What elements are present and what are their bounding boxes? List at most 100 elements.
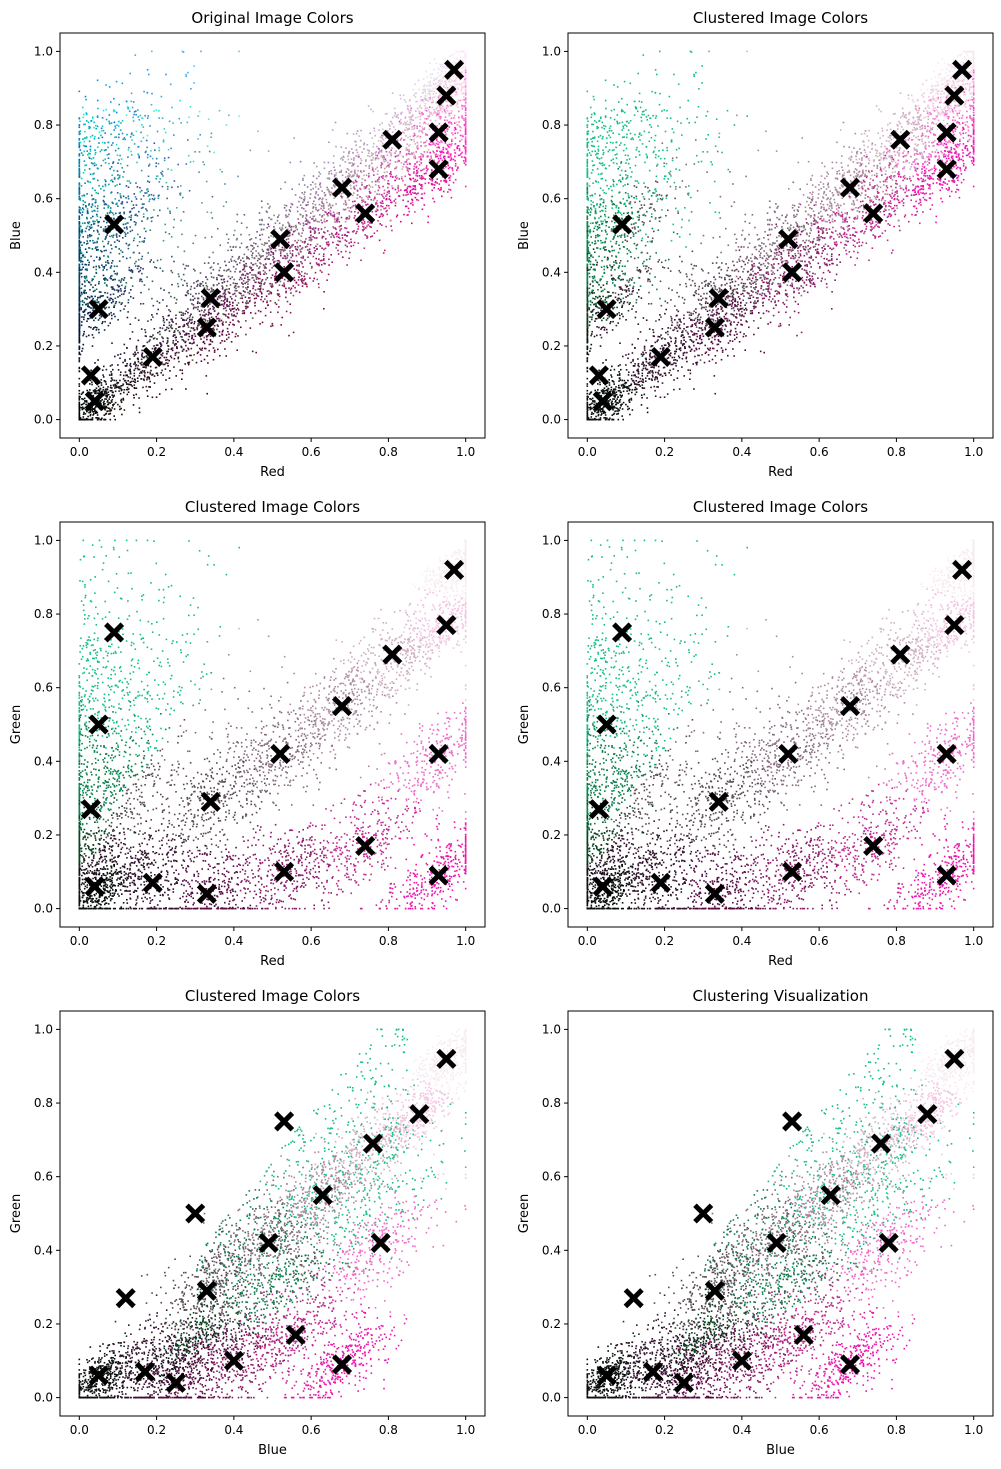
- pixel-point: [306, 285, 308, 288]
- pixel-point: [461, 60, 464, 63]
- pixel-point: [87, 312, 90, 314]
- pixel-point: [369, 225, 371, 228]
- pixel-point: [247, 248, 250, 251]
- pixel-point: [259, 271, 261, 273]
- pixel-point: [187, 338, 190, 341]
- pixel-point: [212, 308, 215, 310]
- pixel-point: [78, 191, 81, 194]
- pixel-point: [84, 289, 86, 292]
- pixel-point: [138, 411, 141, 414]
- pixel-point: [361, 197, 363, 199]
- pixel-point: [328, 191, 331, 194]
- pixel-point: [336, 219, 338, 222]
- pixel-point: [294, 246, 297, 248]
- pixel-point: [127, 383, 129, 385]
- pixel-point: [222, 313, 224, 315]
- pixel-point: [86, 217, 88, 220]
- pixel-point: [379, 123, 381, 126]
- pixel-point: [428, 97, 430, 99]
- pixel-point: [105, 368, 108, 371]
- pixel-point: [341, 157, 343, 159]
- pixel-point: [427, 149, 430, 151]
- pixel-point: [410, 123, 412, 125]
- pixel-point: [374, 210, 377, 213]
- pixel-point: [427, 221, 429, 224]
- pixel-point: [310, 238, 313, 241]
- pixel-point: [80, 152, 83, 154]
- pixel-point: [81, 263, 84, 266]
- pixel-point: [340, 192, 343, 195]
- pixel-point: [307, 256, 309, 259]
- pixel-point: [296, 245, 299, 248]
- pixel-point: [114, 401, 117, 404]
- pixel-point: [242, 269, 244, 271]
- pixel-point: [404, 175, 406, 178]
- pixel-point: [429, 113, 431, 116]
- pixel-point: [107, 157, 110, 159]
- pixel-point: [258, 212, 261, 214]
- pixel-point: [221, 340, 223, 342]
- pixel-point: [421, 129, 424, 131]
- pixel-point: [159, 342, 161, 344]
- pixel-point: [407, 185, 409, 188]
- pixel-point: [97, 231, 99, 233]
- pixel-point: [268, 245, 270, 247]
- pixel-point: [88, 140, 91, 143]
- pixel-point: [458, 116, 460, 119]
- pixel-point: [267, 203, 269, 205]
- pixel-point: [93, 410, 96, 413]
- pixel-point: [190, 347, 193, 350]
- pixel-point: [435, 92, 437, 95]
- pixel-point: [123, 290, 126, 293]
- pixel-point: [78, 190, 81, 192]
- pixel-point: [433, 159, 435, 162]
- pixel-point: [429, 92, 431, 95]
- pixel-point: [190, 319, 193, 321]
- pixel-point: [367, 198, 369, 200]
- pixel-point: [184, 363, 186, 365]
- pixel-point: [308, 250, 311, 253]
- pixel-point: [432, 93, 434, 95]
- pixel-point: [140, 328, 143, 330]
- pixel-point: [381, 156, 384, 159]
- pixel-point: [101, 295, 103, 297]
- pixel-point: [185, 319, 187, 321]
- pixel-point: [383, 197, 385, 199]
- pixel-point: [416, 125, 418, 128]
- pixel-point: [139, 362, 142, 364]
- pixel-point: [156, 344, 159, 346]
- pixel-point: [264, 271, 266, 274]
- pixel-point: [230, 341, 233, 343]
- pixel-point: [140, 189, 143, 192]
- pixel-point: [285, 287, 287, 290]
- pixel-point: [379, 150, 382, 153]
- pixel-point: [448, 80, 450, 83]
- pixel-point: [415, 151, 417, 153]
- pixel-point: [139, 186, 141, 189]
- pixel-point: [130, 365, 132, 368]
- pixel-point: [284, 255, 287, 258]
- pixel-point: [166, 305, 168, 307]
- pixel-point: [277, 216, 279, 218]
- pixel-point: [333, 197, 336, 199]
- pixel-point: [89, 392, 92, 395]
- pixel-point: [88, 126, 90, 128]
- pixel-point: [109, 167, 111, 170]
- pixel-point: [91, 295, 93, 298]
- pixel-point: [388, 198, 390, 200]
- pixel-point: [147, 115, 150, 117]
- pixel-point: [112, 293, 115, 295]
- pixel-point: [125, 374, 128, 376]
- pixel-point: [455, 84, 458, 87]
- pixel-point: [154, 197, 156, 200]
- pixel-point: [377, 209, 379, 211]
- pixel-point: [123, 211, 125, 214]
- pixel-point: [144, 329, 146, 331]
- pixel-point: [188, 320, 191, 323]
- pixel-point: [231, 276, 233, 278]
- pixel-point: [376, 180, 379, 183]
- pixel-point: [96, 411, 99, 414]
- pixel-point: [182, 211, 185, 213]
- pixel-point: [396, 140, 399, 142]
- pixel-point: [288, 259, 291, 261]
